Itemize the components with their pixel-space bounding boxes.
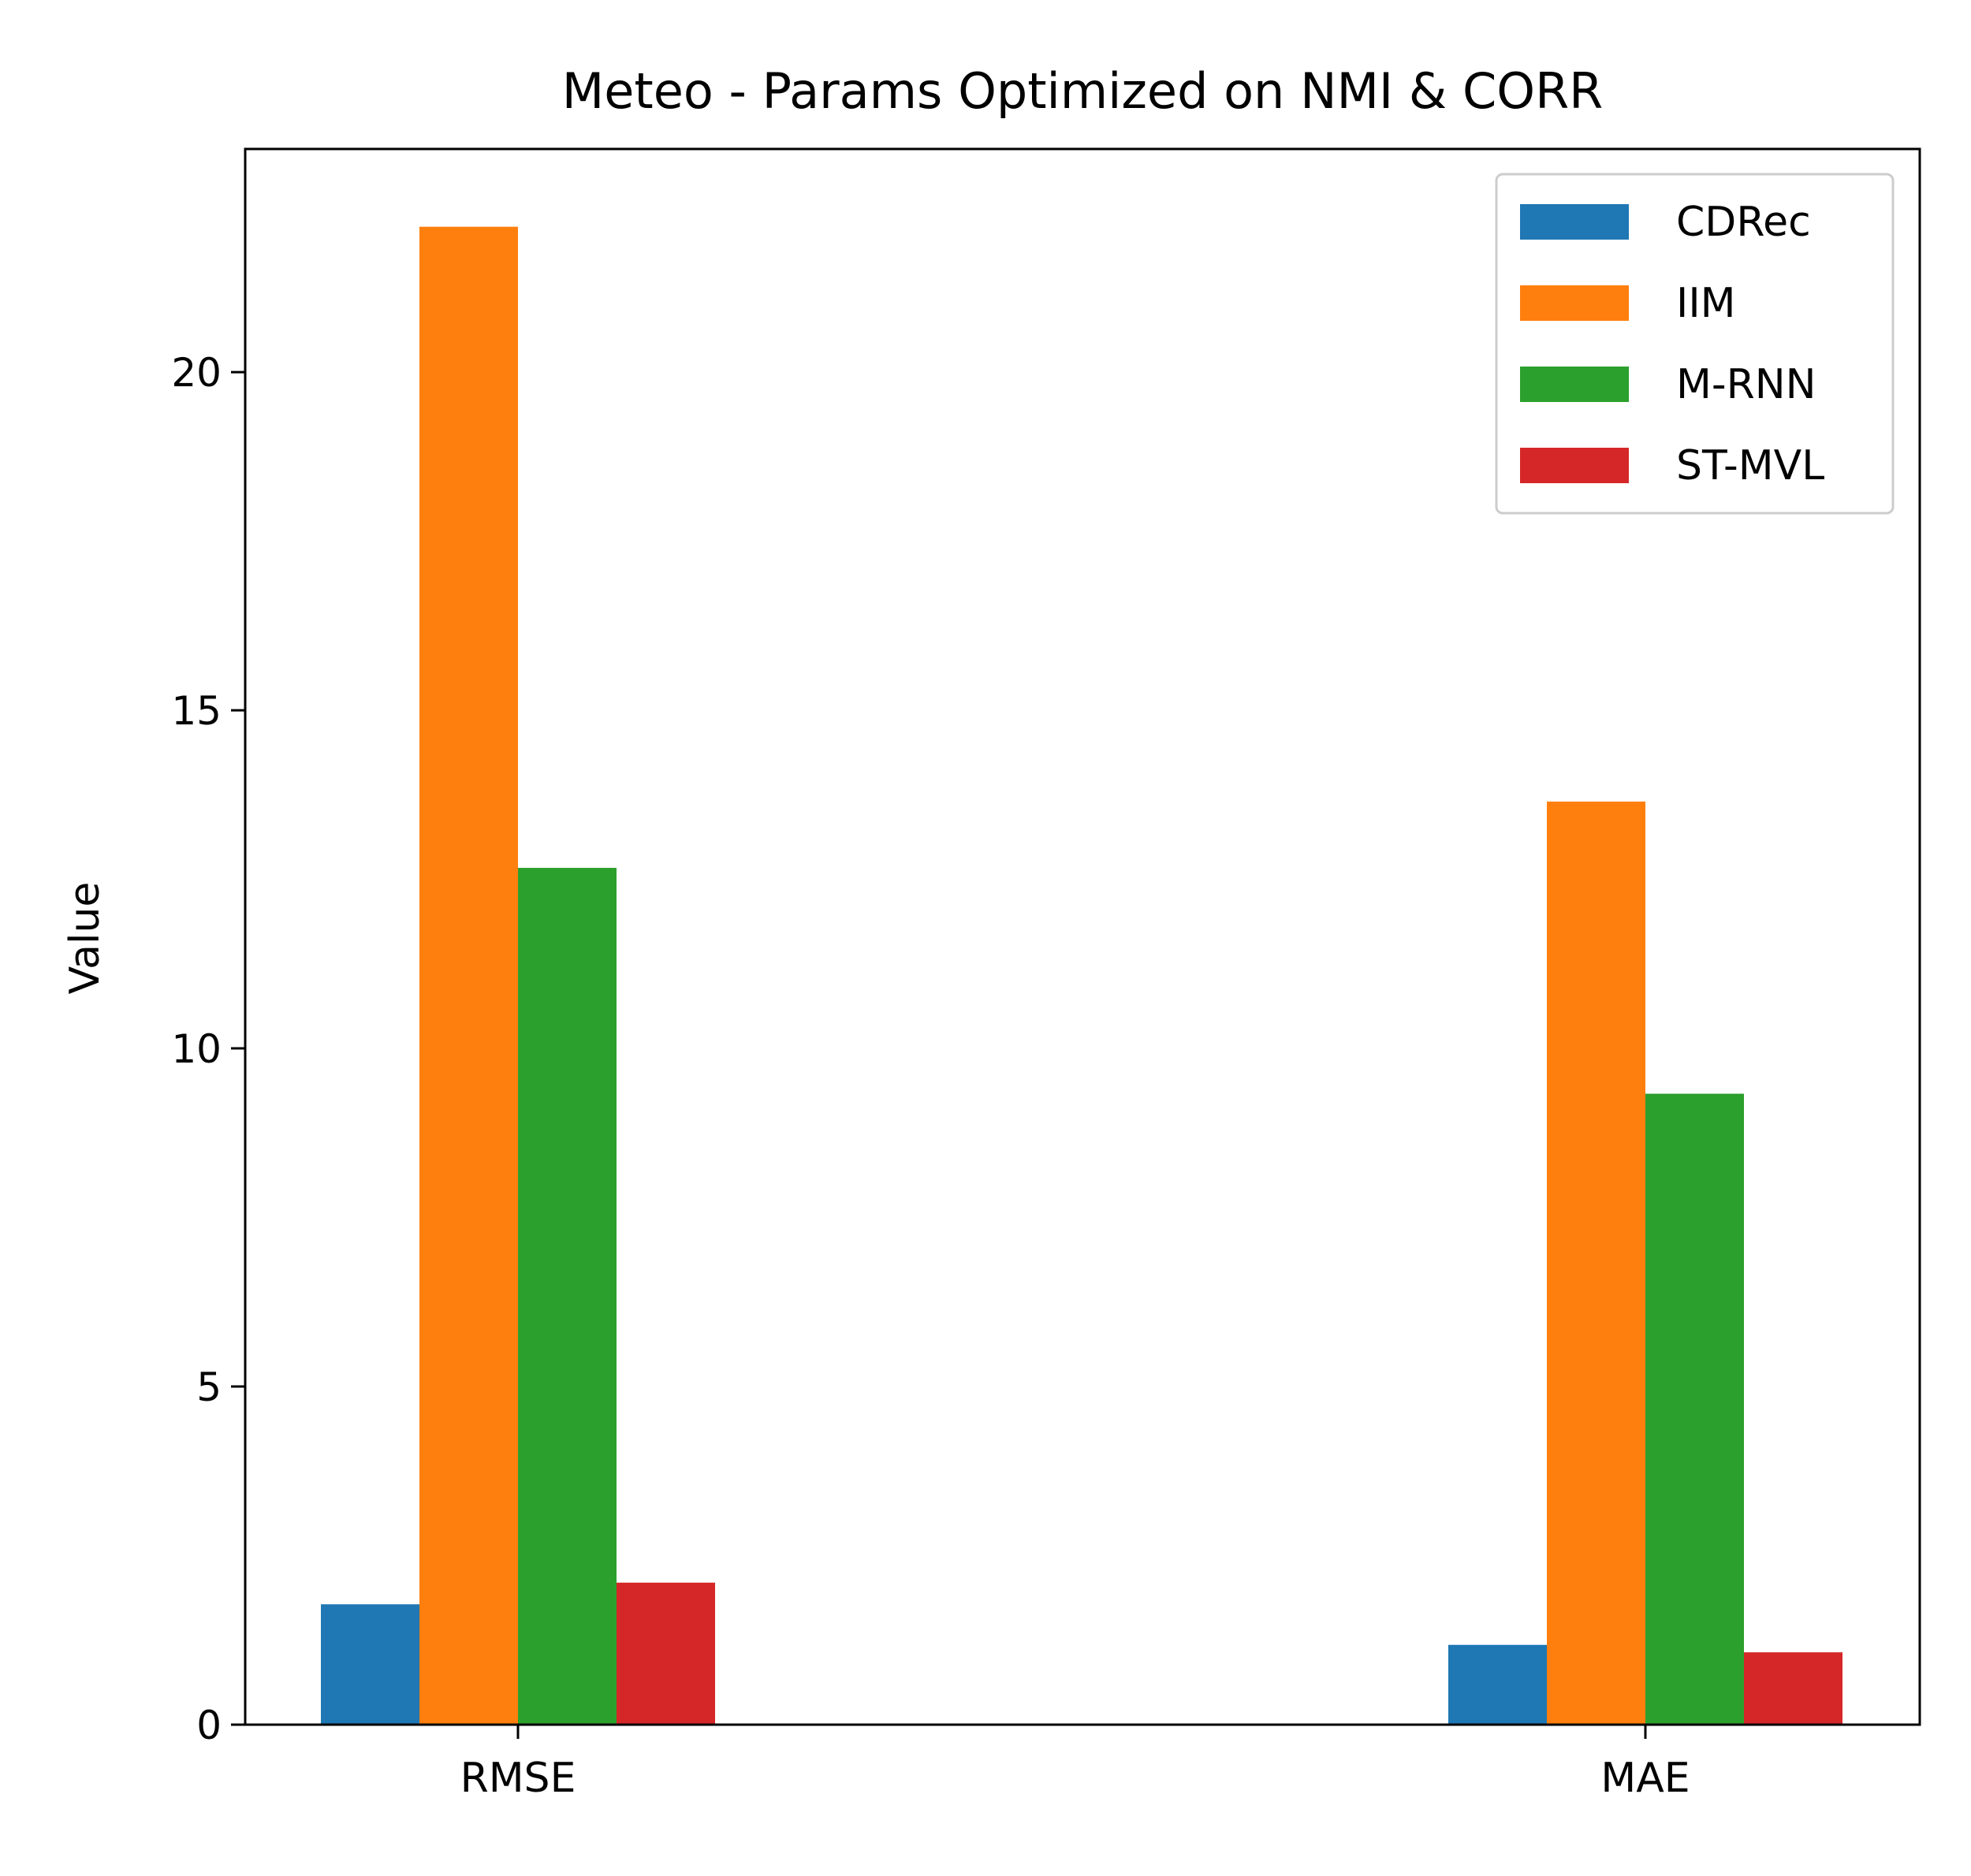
x-axis-ticks: RMSE MAE bbox=[460, 1725, 1690, 1802]
bars-group bbox=[321, 226, 1842, 1725]
bar-m-rnn-rmse bbox=[518, 867, 617, 1725]
bar-cdrec-mae bbox=[1448, 1644, 1547, 1725]
legend-swatch bbox=[1520, 204, 1629, 240]
legend: CDRec IIM M-RNN ST-MVL bbox=[1495, 173, 1895, 515]
bar-st-mvl-rmse bbox=[617, 1582, 715, 1725]
chart-title: Meteo - Params Optimized on NMI & CORR bbox=[562, 62, 1603, 120]
bar-iim-rmse bbox=[419, 226, 518, 1725]
x-tick-label: RMSE bbox=[460, 1755, 576, 1802]
x-tick-label: MAE bbox=[1600, 1755, 1690, 1802]
y-tick-label: 10 bbox=[171, 1026, 222, 1072]
bar-st-mvl-mae bbox=[1744, 1652, 1842, 1725]
y-tick-label: 0 bbox=[196, 1703, 222, 1748]
y-axis-label: Value bbox=[61, 882, 109, 995]
bar-m-rnn-mae bbox=[1645, 1093, 1744, 1725]
legend-swatch bbox=[1520, 448, 1629, 483]
y-tick-label: 20 bbox=[171, 350, 222, 396]
legend-swatch bbox=[1520, 367, 1629, 402]
bar-iim-mae bbox=[1547, 801, 1645, 1725]
legend-label: CDRec bbox=[1676, 199, 1811, 246]
legend-label: ST-MVL bbox=[1676, 442, 1824, 489]
bar-cdrec-rmse bbox=[321, 1604, 419, 1725]
y-tick-label: 5 bbox=[196, 1364, 222, 1410]
y-axis-ticks: 0 5 10 15 20 bbox=[171, 350, 245, 1748]
y-tick-label: 15 bbox=[171, 688, 222, 734]
legend-swatch bbox=[1520, 285, 1629, 321]
legend-label: M-RNN bbox=[1676, 361, 1816, 408]
legend-label: IIM bbox=[1676, 280, 1736, 327]
plot-frame bbox=[244, 147, 1921, 1726]
legend-box bbox=[1495, 173, 1895, 515]
